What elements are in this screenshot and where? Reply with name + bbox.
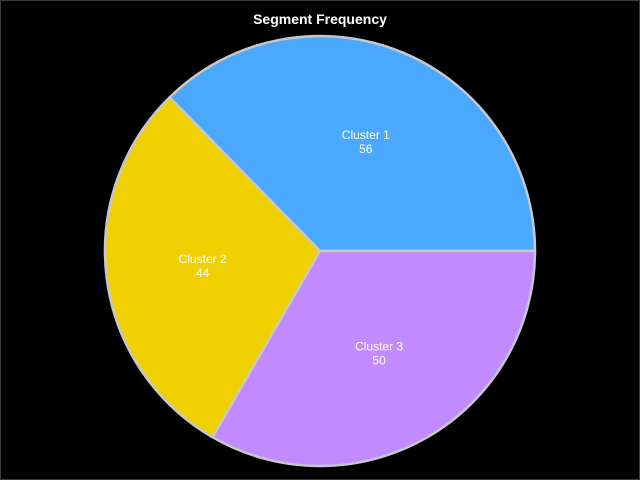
chart-title: Segment Frequency — [253, 11, 387, 27]
slice-label-2: Cluster 2 — [179, 252, 227, 266]
pie-slice-1 — [168, 34, 537, 253]
slice-value-3: 50 — [372, 353, 386, 367]
slice-label-3: Cluster 3 — [355, 339, 403, 353]
slice-value-2: 44 — [196, 266, 210, 280]
pie-slice-2 — [103, 96, 322, 439]
slice-value-1: 56 — [359, 142, 373, 156]
pie-slice-3 — [211, 249, 537, 468]
pie-slices — [103, 34, 537, 468]
pie-labels: Cluster 156 Cluster 244 Cluster 350 — [179, 128, 404, 367]
slice-label-1: Cluster 1 — [342, 128, 390, 142]
